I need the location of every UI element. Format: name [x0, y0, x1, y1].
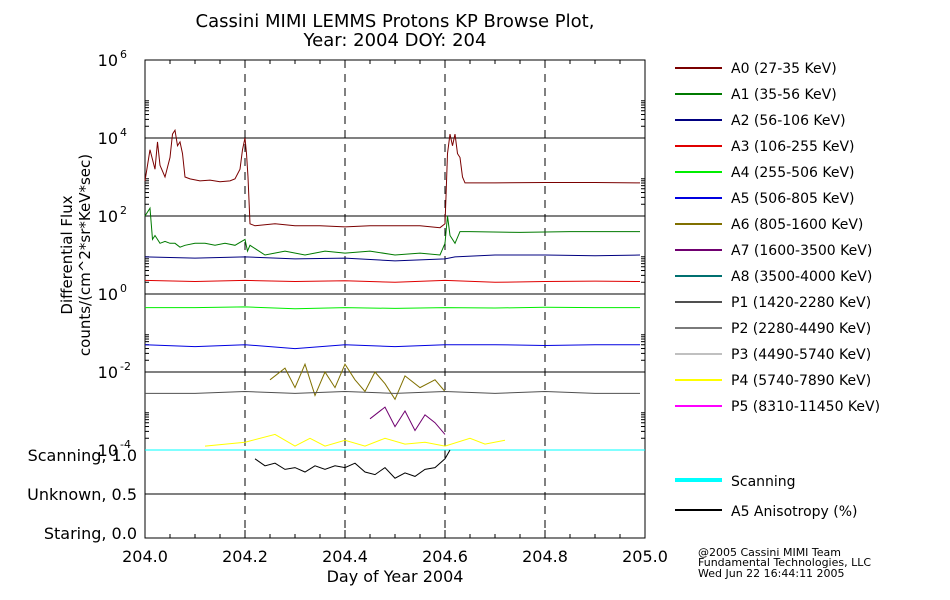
ytick-label: 10	[98, 441, 118, 460]
series-line-a5	[144, 344, 640, 350]
ytick-label-staring: Staring, 0.0	[44, 524, 137, 543]
legend-label-a0: A0 (27-35 KeV)	[731, 61, 837, 77]
chart-title-line2: Year: 2004 DOY: 204	[303, 30, 487, 51]
legend-label-a1: A1 (35-56 KeV)	[731, 87, 837, 103]
xtick-label: 204.4	[322, 547, 368, 566]
series-line-p1	[145, 390, 640, 394]
xtick-label: 205.0	[622, 547, 668, 566]
series-line-a2	[144, 254, 641, 262]
series-line-a7	[369, 406, 446, 435]
legend-label-a5: A5 (506-805 KeV)	[731, 191, 854, 207]
ytick-label-unknown: Unknown, 0.5	[27, 485, 137, 504]
ytick-exponent: 2	[120, 204, 127, 217]
series-line-a4	[145, 306, 640, 310]
legend-label-a4: A4 (255-506 KeV)	[731, 165, 854, 181]
credit-line-2: Fundamental Technologies, LLC	[698, 556, 871, 569]
series-line-a0	[144, 128, 641, 229]
legend-label-p1: P1 (1420-2280 KeV)	[731, 295, 871, 311]
legend-label-p3: P3 (4490-5740 KeV)	[731, 347, 871, 363]
xtick-label: 204.8	[522, 547, 568, 566]
ytick-exponent: 6	[120, 48, 127, 61]
ytick-exponent: 0	[120, 282, 127, 295]
ytick-exponent: -2	[120, 360, 131, 373]
ytick-label: 10	[98, 207, 118, 226]
series-line-anisotropy	[254, 449, 451, 479]
chart-title-line1: Cassini MIMI LEMMS Protons KP Browse Plo…	[196, 11, 595, 32]
legend-label-a2: A2 (56-106 KeV)	[731, 113, 846, 129]
legend-label-a7: A7 (1600-3500 KeV)	[731, 243, 872, 259]
credit-line-1: @2005 Cassini MIMI Team	[698, 546, 841, 559]
ytick-label: 10	[98, 129, 118, 148]
legend-label-scanning: Scanning	[731, 474, 796, 490]
series-line-a1	[144, 206, 640, 256]
ytick-label: 10	[98, 363, 118, 382]
legend-label-a3: A3 (106-255 KeV)	[731, 139, 854, 155]
xtick-label: 204.0	[122, 547, 168, 566]
xtick-label: 204.2	[222, 547, 268, 566]
ytick-exponent: -4	[120, 438, 131, 451]
legend-label-a6: A6 (805-1600 KeV)	[731, 217, 863, 233]
ytick-label: 10	[98, 285, 118, 304]
ytick-label: 10	[98, 51, 118, 70]
y-axis-label-line1: Differential Flux	[58, 195, 76, 314]
xtick-label: 204.6	[422, 547, 468, 566]
legend-label-p5: P5 (8310-11450 KeV)	[731, 399, 880, 415]
x-axis-label: Day of Year 2004	[327, 567, 464, 586]
legend-label-a8: A8 (3500-4000 KeV)	[731, 269, 872, 285]
y-axis-label-line2: counts/(cm^2*sr*KeV*sec)	[76, 154, 94, 356]
ytick-label-scanning: Scanning, 1.0	[28, 446, 137, 465]
series-line-p4	[204, 433, 506, 447]
mode-panel	[144, 449, 646, 539]
legend-label-anisotropy: A5 Anisotropy (%)	[731, 504, 858, 520]
series-line-a3	[144, 279, 641, 283]
legend-label-p4: P4 (5740-7890 KeV)	[731, 373, 871, 389]
credit-line-3: Wed Jun 22 16:44:11 2005	[698, 567, 845, 580]
ytick-exponent: 4	[120, 126, 127, 139]
series-line-a6	[269, 362, 446, 401]
legend-label-p2: P2 (2280-4490 KeV)	[731, 321, 871, 337]
